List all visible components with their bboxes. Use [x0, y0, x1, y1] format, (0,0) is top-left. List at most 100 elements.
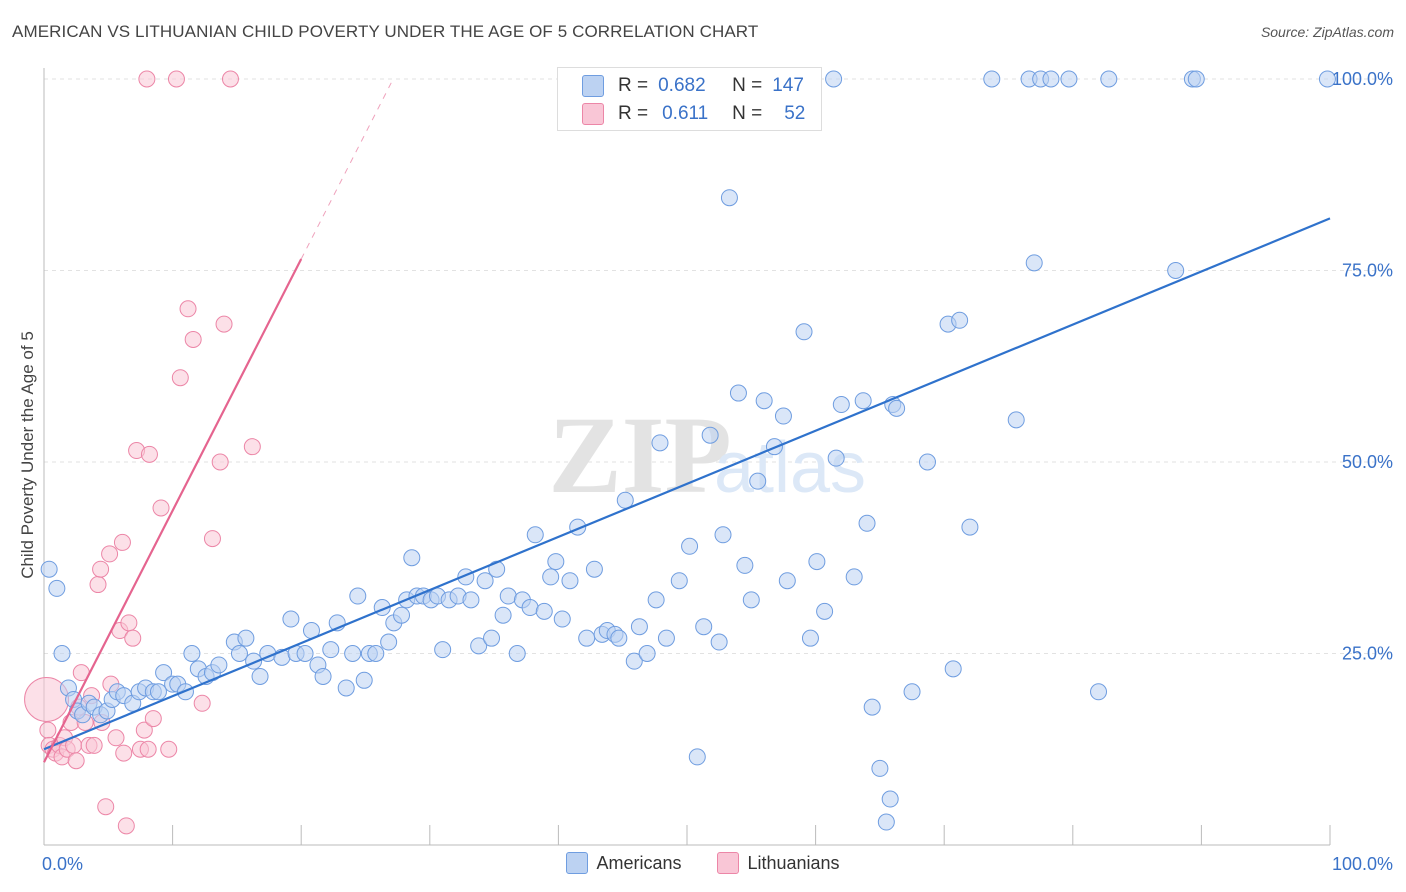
american-point	[881, 790, 899, 808]
american-point	[816, 602, 834, 620]
legend-item-americans[interactable]: Americans	[566, 852, 681, 874]
american-point	[40, 560, 58, 578]
american-point	[349, 587, 367, 605]
legend-lithuanians-swatch	[717, 852, 740, 874]
american-point	[688, 748, 706, 766]
american-point	[729, 384, 747, 402]
trend-lines	[43, 82, 1331, 763]
american-point	[314, 667, 332, 685]
american-point	[149, 683, 167, 701]
lithuanian-point	[115, 744, 133, 762]
american-point	[951, 311, 969, 329]
american-point	[48, 579, 66, 597]
american-point	[827, 449, 845, 467]
lithuanian-point	[171, 369, 189, 387]
american-point	[53, 645, 71, 662]
american-point	[670, 572, 688, 590]
american-point	[736, 556, 754, 574]
lithuanian-point	[89, 576, 107, 594]
tick-labels: 25.0% 50.0% 75.0% 100.0% 0.0% 100.0%	[42, 69, 1393, 874]
american-point	[296, 645, 314, 662]
american-point	[983, 70, 1001, 88]
lithuanian-point	[117, 817, 135, 835]
american-point	[961, 518, 979, 536]
american-point	[720, 189, 738, 207]
legend-item-lithuanians[interactable]: Lithuanians	[717, 852, 840, 874]
american-point	[795, 323, 813, 341]
y-tick-label-50: 50.0%	[1342, 452, 1393, 472]
lithuanian-point	[135, 721, 153, 739]
american-point	[1042, 70, 1060, 88]
american-point	[393, 606, 411, 624]
american-point	[888, 399, 906, 417]
american-point	[1167, 262, 1185, 279]
american-point	[183, 645, 201, 662]
lithuanians-n-value: 52	[784, 103, 806, 124]
american-point	[483, 629, 501, 647]
stats-legend-box: R = 0.682 N = 147 R = 0.611 N = 52	[557, 67, 822, 131]
american-point	[863, 698, 881, 716]
lithuanian-point	[39, 721, 57, 739]
american-point	[535, 602, 553, 620]
american-point	[871, 759, 889, 777]
lithuanian-point	[179, 300, 197, 318]
lithuanians-swatch	[582, 103, 604, 125]
american-point	[1060, 70, 1078, 88]
lithuanian-point	[113, 533, 131, 551]
american-point	[434, 641, 452, 659]
lithuanian-point	[138, 70, 156, 88]
american-point	[742, 591, 760, 609]
american-point	[825, 70, 843, 88]
american-point	[499, 587, 517, 605]
americans-r-value: 0.682	[658, 75, 706, 96]
lithuanian-point	[211, 453, 229, 471]
lithuanians-trendline	[43, 258, 303, 763]
american-point	[470, 637, 488, 655]
american-point	[578, 629, 596, 647]
legend-lithuanians-label: Lithuanians	[747, 852, 840, 873]
american-point	[749, 472, 767, 490]
american-point	[944, 660, 962, 678]
american-point	[651, 434, 669, 452]
legend-americans-label: Americans	[596, 852, 682, 873]
american-point	[1100, 70, 1118, 88]
american-point	[903, 683, 921, 701]
american-point	[808, 553, 826, 571]
american-point	[494, 606, 512, 624]
americans-r-label: R =	[618, 75, 649, 96]
american-point	[237, 629, 255, 647]
lithuanian-point	[85, 736, 103, 754]
lithuanians-trendline-extension	[300, 82, 392, 260]
lithuanian-points	[24, 70, 261, 835]
americans-trendline	[43, 217, 1331, 751]
lithuanian-point	[243, 438, 261, 456]
american-point	[542, 568, 560, 586]
american-point	[367, 645, 385, 662]
american-point	[403, 549, 421, 567]
american-point	[845, 568, 863, 586]
american-point	[610, 629, 628, 647]
american-point	[1090, 683, 1108, 701]
american-point	[858, 514, 876, 532]
american-point	[695, 618, 713, 636]
american-point	[547, 553, 565, 571]
lithuanian-point	[120, 614, 138, 632]
american-point	[1318, 70, 1336, 88]
source-label: Source: ZipAtlas.com	[1260, 24, 1394, 40]
american-point	[585, 560, 603, 578]
watermark-zip: ZIP	[548, 394, 731, 516]
american-point	[832, 396, 850, 414]
stats-row-lithuanians: R = 0.611 N = 52	[582, 100, 805, 128]
lithuanian-point	[167, 70, 185, 88]
american-point	[918, 453, 936, 471]
american-point	[854, 392, 872, 410]
lithuanian-point	[107, 729, 125, 747]
lithuanian-point	[215, 315, 233, 333]
american-point	[282, 610, 300, 628]
american-point	[561, 572, 579, 590]
american-point	[508, 645, 526, 662]
american-point	[1025, 254, 1043, 272]
lithuanian-point	[124, 629, 142, 647]
y-axis-label: Child Poverty Under the Age of 5	[18, 331, 37, 579]
americans-n-label: N =	[732, 75, 763, 96]
